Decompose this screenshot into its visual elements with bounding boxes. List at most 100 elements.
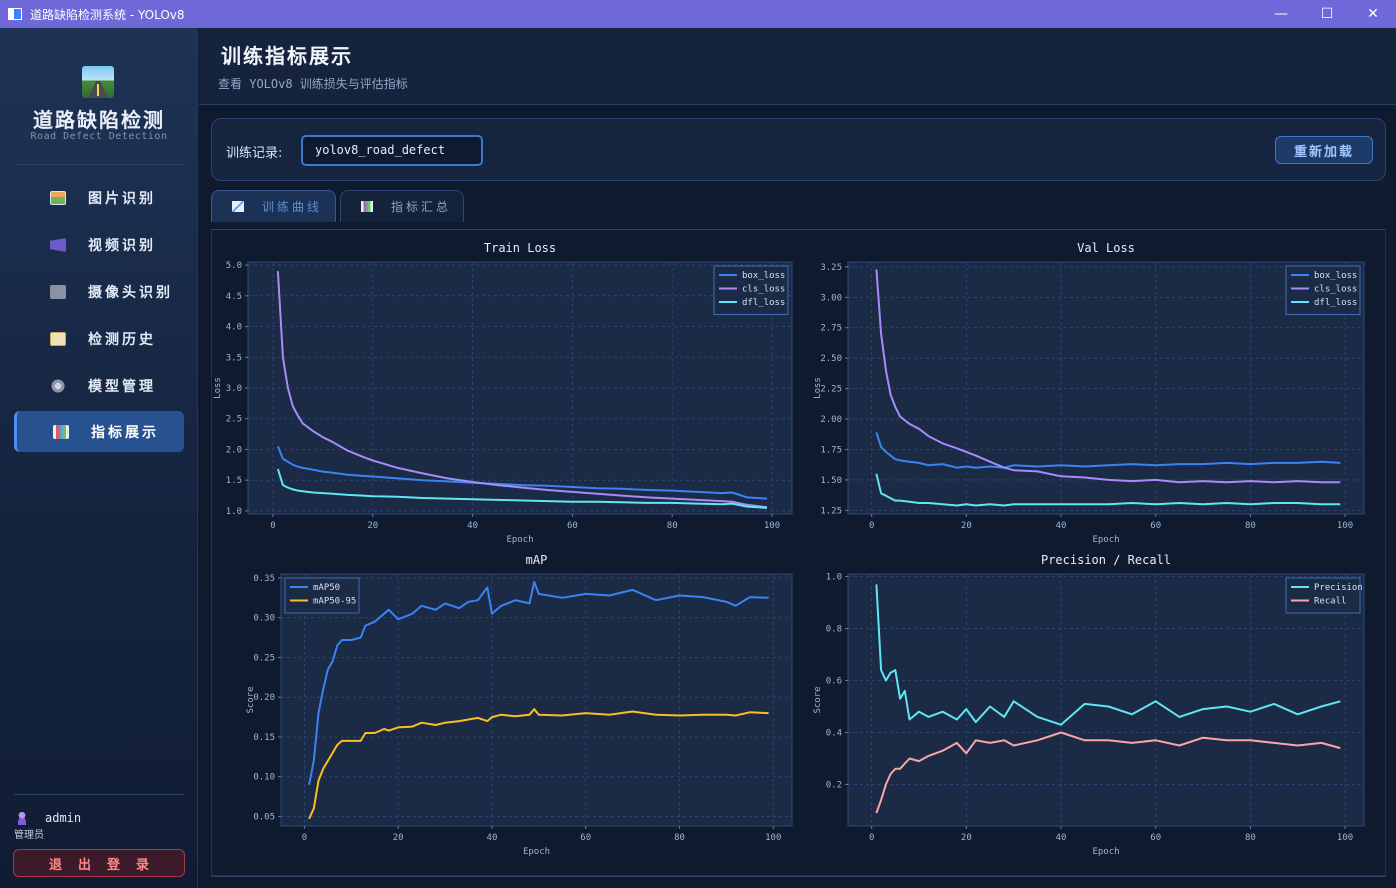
- y-tick-label: 0.05: [253, 812, 275, 822]
- y-axis-label: Loss: [213, 377, 223, 399]
- series-line-cls-loss: [276, 271, 768, 509]
- legend-label: mAP50: [313, 583, 340, 593]
- charts-canvas: 0 20 40 60 80 100 1.0 1.5 2.0 2.5 3.0 3.5 4.0 4.5 5.0 T…: [213, 241, 1365, 857]
- user-icon: [16, 811, 28, 825]
- sidebar-item-image-recognition[interactable]: 图片识别: [14, 178, 184, 218]
- y-tick-label: 3.25: [820, 263, 842, 273]
- y-tick-label: 0.20: [253, 693, 275, 703]
- y-tick-label: 4.5: [226, 292, 242, 302]
- sidebar-item-detection-history[interactable]: 检测历史: [14, 319, 184, 359]
- record-select[interactable]: yolov8_road_defect: [301, 135, 483, 166]
- y-tick-label: 0.8: [826, 625, 842, 635]
- sidebar-item-label: 模型管理: [88, 379, 156, 395]
- legend-label: dfl_loss: [742, 298, 785, 308]
- x-tick-label: 20: [393, 833, 404, 843]
- gear-icon: [50, 379, 66, 393]
- camera-icon: [50, 285, 66, 299]
- series-line-map50-95: [308, 708, 769, 820]
- sidebar-item-metrics[interactable]: 指标展示: [14, 411, 184, 452]
- y-tick-label: 1.50: [820, 476, 842, 486]
- sidebar-item-model-management[interactable]: 模型管理: [14, 366, 184, 406]
- x-tick-label: 20: [961, 521, 972, 531]
- y-axis-label: Score: [813, 686, 823, 713]
- x-tick-label: 100: [764, 521, 780, 531]
- page-subtitle: 查看 YOLOv8 训练损失与评估指标: [218, 77, 408, 91]
- sidebar-item-video-recognition[interactable]: 视频识别: [14, 225, 184, 265]
- app-icon: [8, 8, 22, 20]
- y-tick-label: 2.00: [820, 415, 842, 425]
- y-axis-label: Loss: [813, 377, 823, 399]
- legend-label: box_loss: [742, 271, 785, 281]
- x-tick-label: 60: [567, 521, 578, 531]
- legend-label: Recall: [1314, 597, 1347, 607]
- legend-label: mAP50-95: [313, 597, 356, 607]
- sidebar-item-label: 摄像头识别: [88, 285, 172, 301]
- x-tick-label: 60: [1150, 521, 1161, 531]
- series-line-precision: [875, 584, 1341, 726]
- record-label: 训练记录:: [226, 146, 283, 161]
- plot-area: [280, 573, 793, 827]
- chart-title: Precision / Recall: [1041, 553, 1171, 567]
- plot-area: [847, 573, 1365, 827]
- x-tick-label: 100: [1337, 833, 1353, 843]
- legend-label: Precision: [1314, 583, 1363, 593]
- maximize-button[interactable]: ☐: [1320, 6, 1334, 22]
- x-axis-label: Epoch: [523, 847, 550, 857]
- minimize-button[interactable]: —: [1274, 6, 1288, 22]
- logout-button[interactable]: 退出登录: [13, 849, 185, 877]
- video-icon: [50, 238, 66, 252]
- x-tick-label: 60: [1150, 833, 1161, 843]
- y-tick-label: 0.6: [826, 677, 842, 687]
- x-tick-label: 80: [1245, 833, 1256, 843]
- y-tick-label: 4.0: [226, 323, 242, 333]
- series-line-dfl-loss: [276, 468, 768, 509]
- chart-icon: [53, 424, 69, 439]
- y-tick-label: 0.30: [253, 614, 275, 624]
- x-tick-label: 80: [674, 833, 685, 843]
- legend-box: [284, 577, 360, 614]
- tab-training-curves[interactable]: 训练曲线: [211, 190, 336, 222]
- x-tick-label: 80: [667, 521, 678, 531]
- divider: [211, 876, 1386, 877]
- series-line-recall: [875, 731, 1341, 814]
- y-tick-label: 3.00: [820, 293, 842, 303]
- y-tick-label: 1.0: [226, 507, 242, 517]
- tab-label: 训练曲线: [262, 200, 323, 214]
- x-axis-label: Epoch: [506, 535, 533, 545]
- divider: [14, 794, 184, 795]
- x-axis-label: Epoch: [1092, 535, 1119, 545]
- x-tick-label: 20: [961, 833, 972, 843]
- x-tick-label: 0: [270, 521, 275, 531]
- chart-title: mAP: [526, 553, 548, 567]
- y-tick-label: 3.5: [226, 353, 242, 363]
- y-tick-label: 2.75: [820, 324, 842, 334]
- page-title: 训练指标展示: [221, 44, 353, 68]
- tab-metrics-summary[interactable]: 指标汇总: [340, 190, 464, 222]
- sidebar-item-label: 指标展示: [91, 424, 159, 441]
- x-axis-label: Epoch: [1092, 847, 1119, 857]
- y-tick-label: 1.5: [226, 476, 242, 486]
- x-tick-label: 40: [467, 521, 478, 531]
- divider: [14, 164, 184, 165]
- chart-area: 0 20 40 60 80 100 1.0 1.5 2.0 2.5 3.0 3.5 4.0 4.5 5.0 T…: [211, 229, 1386, 876]
- tab-label: 指标汇总: [391, 200, 452, 214]
- reload-button[interactable]: 重新加载: [1275, 136, 1373, 164]
- user-role: 管理员: [14, 830, 44, 841]
- history-icon: [50, 332, 66, 346]
- close-button[interactable]: ✕: [1367, 6, 1379, 22]
- y-tick-label: 0.15: [253, 733, 275, 743]
- window-titlebar: 道路缺陷检测系统 - YOLOv8 — ☐ ✕: [0, 0, 1396, 28]
- y-tick-label: 0.2: [826, 780, 842, 790]
- series-line-map50: [308, 580, 769, 785]
- y-tick-label: 2.0: [226, 445, 242, 455]
- y-tick-label: 0.4: [826, 728, 842, 738]
- legend-label: cls_loss: [742, 285, 785, 295]
- y-tick-label: 1.25: [820, 506, 842, 516]
- sidebar-item-camera-recognition[interactable]: 摄像头识别: [14, 272, 184, 312]
- y-tick-label: 2.50: [820, 354, 842, 364]
- series-line-box-loss: [276, 446, 768, 500]
- legend-label: cls_loss: [1314, 285, 1357, 295]
- legend-label: dfl_loss: [1314, 298, 1357, 308]
- y-tick-label: 1.0: [826, 573, 842, 583]
- y-tick-label: 2.25: [820, 385, 842, 395]
